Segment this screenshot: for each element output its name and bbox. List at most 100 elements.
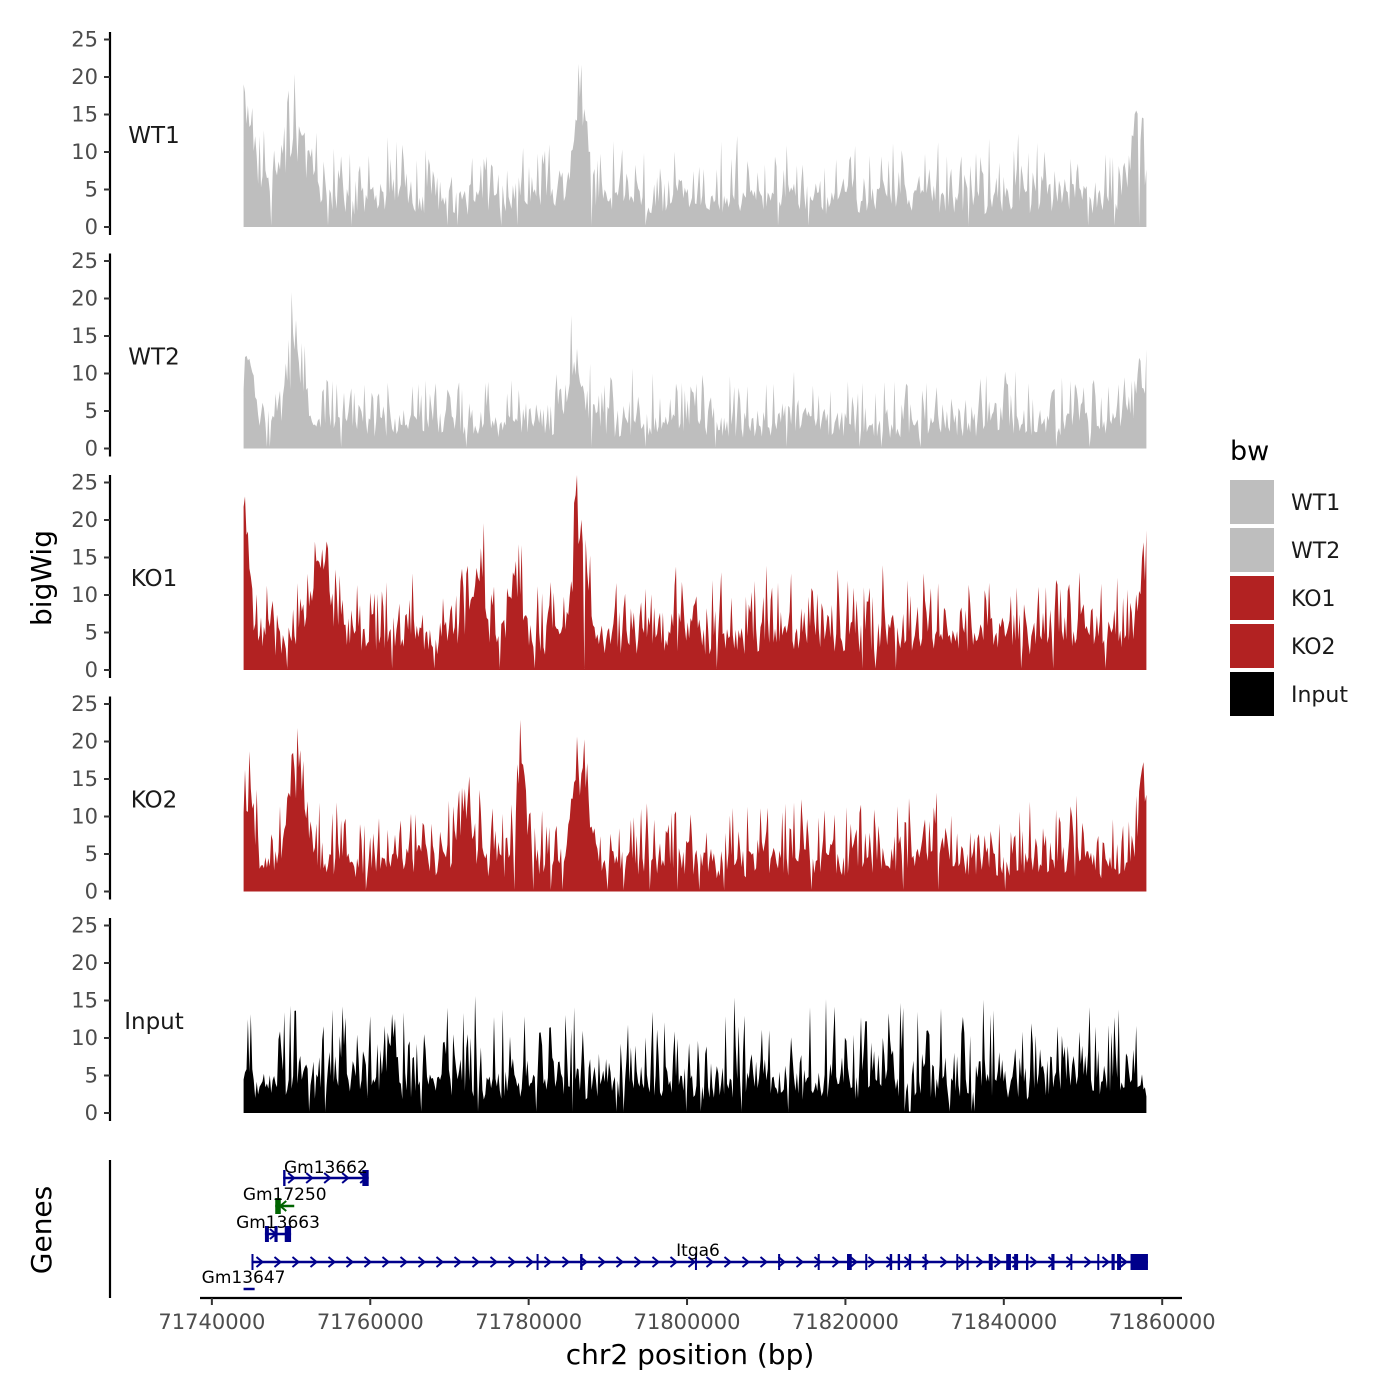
gene-label: Gm13662 [284,1158,368,1178]
exon [897,1254,901,1270]
legend-swatch-wt1 [1230,480,1274,524]
y-tick-label: 10 [71,583,98,607]
exon [362,1170,369,1186]
x-axis-title: chr2 position (bp) [566,1338,815,1371]
y-tick-label: 5 [85,178,98,202]
exon [1025,1254,1029,1270]
y-tick-label: 5 [85,842,98,866]
strand-chevron [399,1256,409,1268]
strand-chevron [849,1256,859,1268]
strand-chevron [921,1256,931,1268]
track-ko1: 0 5 10 15 20 25 KO1 [71,471,1147,682]
strand-chevron [305,1172,314,1184]
strand-chevron [345,1256,355,1268]
strand-chevron [651,1256,661,1268]
exon [284,1226,292,1242]
strand-chevron [867,1256,877,1268]
track-label: Input [124,1009,184,1035]
gene-itga6: Itga6 [251,1241,1148,1270]
exon [817,1254,820,1270]
strand-chevron [453,1256,463,1268]
y-tick-label: 5 [85,621,98,645]
track-label: KO1 [131,566,178,592]
y-tick-label: 20 [71,287,98,311]
strand-chevron [507,1256,517,1268]
strand-chevron [1029,1256,1039,1268]
strand-chevron [525,1256,535,1268]
strand-chevron [291,1256,301,1268]
strand-chevron [327,1256,337,1268]
y-tick-label: 0 [85,880,98,904]
strand-chevron [323,1172,332,1184]
coverage-area-ko1 [243,475,1147,670]
gene-gm17250: Gm17250 [243,1185,327,1214]
track-input: 0 5 10 15 20 25 Input [71,914,1147,1125]
strand-chevron [957,1256,967,1268]
exon [274,1226,278,1242]
exon [1117,1254,1122,1270]
strand-chevron [1119,1256,1129,1268]
track-ko2: 0 5 10 15 20 25 KO2 [71,692,1147,904]
legend-swatch-wt2 [1230,528,1274,572]
x-tick-label: 71800000 [634,1310,741,1334]
strand-chevron [435,1256,445,1268]
legend: bw WT1 WT2 KO1 KO2 Input [1230,436,1348,716]
strand-chevron [741,1256,751,1268]
y-tick-label: 15 [71,324,98,348]
strand-chevron [831,1256,841,1268]
track-wt1: 0 5 10 15 20 25 WT1 [71,28,1147,239]
y-tick-label: 0 [85,437,98,461]
x-tick-label: 71780000 [475,1310,582,1334]
y-tick-label: 15 [71,767,98,791]
strand-chevron [813,1256,823,1268]
exon [1070,1254,1073,1270]
exon [966,1254,969,1270]
strand-chevron [287,1172,296,1184]
y-axis-title: bigWig [25,530,58,626]
legend-label-ko1: KO1 [1291,587,1336,612]
legend-swatch-ko1 [1230,576,1274,620]
y-tick-label: 10 [71,362,98,386]
exon [264,1226,269,1242]
strand-chevron [777,1256,787,1268]
gene-label: Gm13663 [236,1213,320,1233]
strand-chevron [759,1256,769,1268]
y-tick-label: 0 [85,215,98,239]
x-tick-label: 71860000 [1109,1310,1216,1334]
strand-chevron [795,1256,805,1268]
strand-chevron [723,1256,733,1268]
legend-label-wt2: WT2 [1291,539,1340,564]
x-tick-label: 71820000 [792,1310,899,1334]
exon [694,1254,697,1270]
track-label: WT1 [128,123,179,149]
strand-chevron [885,1256,895,1268]
strand-chevron [633,1256,643,1268]
strand-chevron [561,1256,571,1268]
strand-chevron [1065,1256,1075,1268]
gene-gm13662: Gm13662 [283,1158,369,1186]
legend-label-wt1: WT1 [1291,491,1340,516]
strand-chevron [705,1256,715,1268]
gene-label: Gm13647 [202,1268,286,1288]
strand-chevron [939,1256,949,1268]
y-tick-label: 15 [71,989,98,1013]
exon [1130,1254,1148,1270]
strand-chevron [381,1256,391,1268]
strand-chevron [471,1256,481,1268]
strand-chevron [341,1172,350,1184]
strand-chevron [1101,1256,1111,1268]
legend-title: bw [1230,436,1269,467]
y-tick-label: 0 [85,1101,98,1125]
x-tick-label: 71840000 [950,1310,1057,1334]
y-tick-label: 10 [71,1026,98,1050]
y-tick-label: 15 [71,103,98,127]
y-tick-label: 25 [71,28,98,52]
y-tick-label: 0 [85,658,98,682]
track-wt2: 0 5 10 15 20 25 WT2 [71,249,1147,461]
exon [1014,1254,1019,1270]
strand-chevron [273,1256,283,1268]
y-tick-label: 20 [71,508,98,532]
strand-chevron [615,1256,625,1268]
legend-label-ko2: KO2 [1291,635,1336,660]
